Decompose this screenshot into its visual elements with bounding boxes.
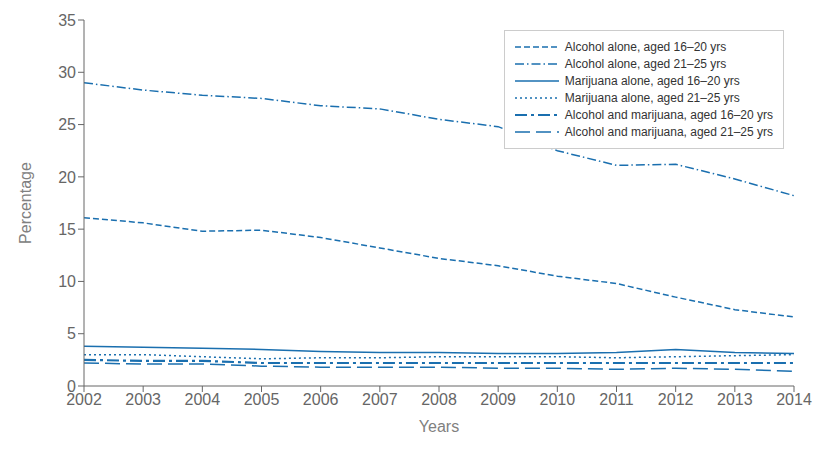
svg-text:2003: 2003 bbox=[125, 391, 161, 408]
svg-text:35: 35 bbox=[58, 12, 76, 29]
svg-text:5: 5 bbox=[67, 325, 76, 342]
svg-text:2009: 2009 bbox=[480, 391, 516, 408]
svg-text:25: 25 bbox=[58, 116, 76, 133]
svg-text:10: 10 bbox=[58, 273, 76, 290]
svg-text:2006: 2006 bbox=[303, 391, 339, 408]
svg-text:Percentage: Percentage bbox=[17, 162, 34, 244]
svg-text:2005: 2005 bbox=[244, 391, 280, 408]
svg-text:2004: 2004 bbox=[185, 391, 221, 408]
svg-text:0: 0 bbox=[67, 378, 76, 395]
svg-text:2002: 2002 bbox=[66, 391, 102, 409]
svg-text:2011: 2011 bbox=[599, 391, 634, 408]
svg-text:2013: 2013 bbox=[717, 391, 753, 408]
svg-text:2010: 2010 bbox=[540, 391, 576, 408]
html-text:Alcohol alone, aged 21–25 yrs: Alcohol alone, aged 21–25 yrs bbox=[564, 57, 727, 71]
html-text:Alcohol alone, aged 16–20 yrs: Alcohol alone, aged 16–20 yrs bbox=[564, 40, 727, 54]
svg-text:2008: 2008 bbox=[421, 391, 457, 408]
svg-text:2007: 2007 bbox=[362, 391, 398, 408]
svg-text:2014: 2014 bbox=[776, 391, 812, 408]
html-text:Alcohol and marijuana, aged 21: Alcohol and marijuana, aged 21–25 yrs bbox=[564, 125, 773, 139]
svg-text:2012: 2012 bbox=[658, 391, 694, 408]
svg-text:20: 20 bbox=[58, 169, 76, 186]
svg-text:30: 30 bbox=[58, 64, 76, 81]
html-text:Marijuana alone, aged 16–20 yr: Marijuana alone, aged 16–20 yrs bbox=[564, 74, 740, 88]
svg-text:15: 15 bbox=[58, 221, 76, 238]
html-text:Marijuana alone, aged 21–25 yr: Marijuana alone, aged 21–25 yrs bbox=[564, 91, 740, 105]
html-text:Alcohol and marijuana, aged 16: Alcohol and marijuana, aged 16–20 yrs bbox=[564, 108, 773, 122]
svg-text:Years: Years bbox=[419, 418, 459, 435]
